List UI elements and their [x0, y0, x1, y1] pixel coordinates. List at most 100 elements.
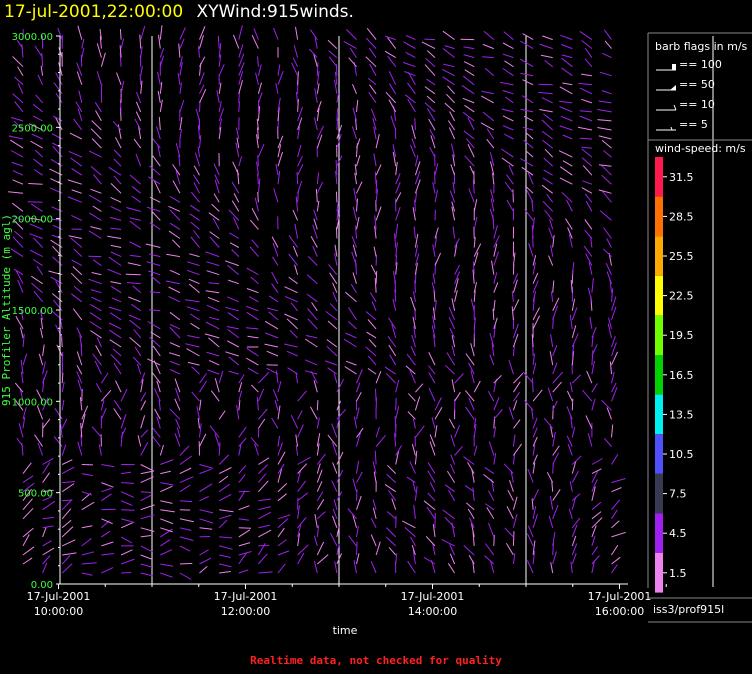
wind-barb [392, 271, 397, 284]
wind-barb [367, 367, 377, 375]
wind-barb [238, 542, 251, 547]
wind-barb [336, 155, 343, 167]
wind-barb [257, 92, 263, 104]
wind-barb [89, 312, 102, 321]
wind-barb [464, 155, 475, 167]
wind-barb [527, 525, 534, 538]
wind-barb [521, 166, 534, 176]
wind-barb [434, 227, 439, 239]
wind-barb [204, 333, 220, 339]
wind-barb [73, 248, 83, 257]
wind-barb [257, 192, 259, 203]
wind-barb [522, 79, 534, 86]
barb-flag-half [670, 85, 676, 90]
wind-barb [110, 251, 122, 258]
wind-barb [238, 426, 247, 438]
wind-barb [250, 276, 259, 285]
wind-barb [336, 134, 342, 149]
wind-barb [218, 519, 228, 529]
wind-barb [292, 245, 299, 257]
wind-barb [238, 92, 240, 103]
wind-barb [246, 288, 259, 294]
wind-barb [451, 335, 456, 348]
wind-barb [482, 56, 494, 59]
wind-barb [532, 315, 541, 330]
wind-barb [527, 172, 534, 185]
wind-barb [42, 547, 55, 556]
wind-barb [354, 416, 357, 429]
wind-barb [426, 50, 436, 58]
wind-barb [277, 144, 282, 158]
wind-barb [179, 27, 186, 40]
wind-barb [442, 76, 455, 86]
wind-barb [316, 101, 322, 113]
wind-barb [277, 493, 287, 502]
wind-barb [257, 56, 259, 67]
wind-barb [566, 406, 573, 420]
wind-barb [599, 71, 612, 77]
wind-barb [13, 215, 24, 221]
wind-barb [336, 214, 341, 230]
wind-barb [68, 235, 82, 239]
wind-barb [32, 103, 43, 113]
wind-barb [128, 314, 141, 321]
wind-barb [587, 433, 593, 447]
wind-barb [538, 83, 553, 86]
wind-barb [30, 140, 43, 149]
wind-barb [100, 408, 107, 420]
wind-barb [108, 322, 122, 330]
wind-barb [327, 434, 338, 447]
wind-barb [91, 120, 102, 131]
wind-barb [512, 400, 518, 411]
wind-barb [55, 93, 63, 104]
wind-barb [27, 201, 43, 203]
wind-barb [148, 270, 161, 276]
wind-barb [591, 360, 595, 375]
wind-barb [81, 405, 89, 420]
wind-barb [489, 208, 495, 221]
wind-barb [16, 437, 24, 447]
wind-barb [169, 408, 181, 420]
wind-barb [532, 462, 536, 474]
wind-barb [316, 511, 326, 520]
wind-barb [452, 181, 456, 194]
wind-barb [384, 366, 396, 375]
wind-barb [22, 406, 27, 420]
wind-barb [277, 64, 281, 76]
wind-barb [550, 291, 554, 302]
wind-barb [131, 303, 141, 312]
wind-barb [561, 57, 573, 68]
wind-barb [502, 90, 514, 95]
wind-barb [316, 554, 329, 565]
wind-barb [449, 190, 456, 203]
wind-barb [410, 536, 416, 547]
wind-barb [37, 442, 44, 456]
wind-barb [388, 99, 397, 113]
wind-barb [373, 246, 377, 257]
wind-barb [316, 83, 320, 94]
wind-barb [467, 143, 475, 158]
wind-barb [297, 463, 308, 474]
wind-barb [432, 307, 436, 320]
wind-barb [532, 444, 536, 456]
wind-barb [582, 389, 593, 402]
wind-barb [611, 478, 626, 484]
wind-barb [80, 434, 83, 447]
wind-barb [552, 235, 555, 248]
wind-barb [571, 455, 582, 465]
wind-barb [559, 86, 573, 95]
wind-barb [160, 549, 173, 556]
wind-barb [604, 437, 612, 447]
wind-barb [297, 99, 299, 112]
wind-barb [484, 67, 495, 77]
wind-barb [22, 333, 25, 348]
wind-barb [71, 189, 82, 194]
wind-barb [218, 454, 230, 465]
wind-barb [157, 145, 161, 158]
wind-barb [185, 299, 200, 303]
wind-barb [611, 487, 622, 493]
wind-barb [140, 572, 153, 577]
wind-barb [333, 499, 338, 510]
wind-barb [571, 325, 577, 339]
wind-barb [168, 286, 181, 294]
